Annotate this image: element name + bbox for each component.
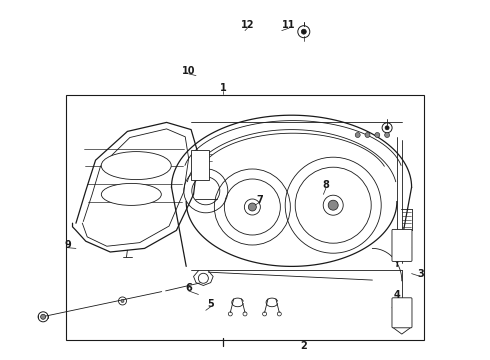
Text: 10: 10	[182, 66, 196, 76]
Circle shape	[385, 126, 389, 130]
Text: 9: 9	[64, 240, 71, 250]
Circle shape	[385, 132, 390, 138]
Text: 4: 4	[393, 290, 400, 300]
Text: 1: 1	[220, 83, 226, 93]
Ellipse shape	[101, 183, 161, 206]
Text: 3: 3	[417, 269, 424, 279]
Text: 12: 12	[241, 20, 254, 30]
Text: 2: 2	[300, 341, 307, 351]
Text: 5: 5	[207, 299, 214, 309]
Bar	[191, 150, 209, 180]
Ellipse shape	[101, 152, 171, 180]
Bar	[66, 95, 424, 340]
Circle shape	[365, 132, 370, 138]
Circle shape	[375, 132, 380, 138]
FancyBboxPatch shape	[392, 298, 412, 328]
Circle shape	[301, 29, 306, 34]
Circle shape	[121, 300, 124, 302]
Text: 7: 7	[256, 195, 263, 205]
Text: 8: 8	[322, 180, 329, 190]
Circle shape	[328, 200, 338, 210]
Text: 11: 11	[282, 20, 296, 30]
Circle shape	[248, 203, 256, 211]
FancyBboxPatch shape	[392, 229, 412, 261]
Circle shape	[355, 132, 360, 138]
Text: 6: 6	[185, 283, 192, 293]
Circle shape	[41, 314, 46, 319]
